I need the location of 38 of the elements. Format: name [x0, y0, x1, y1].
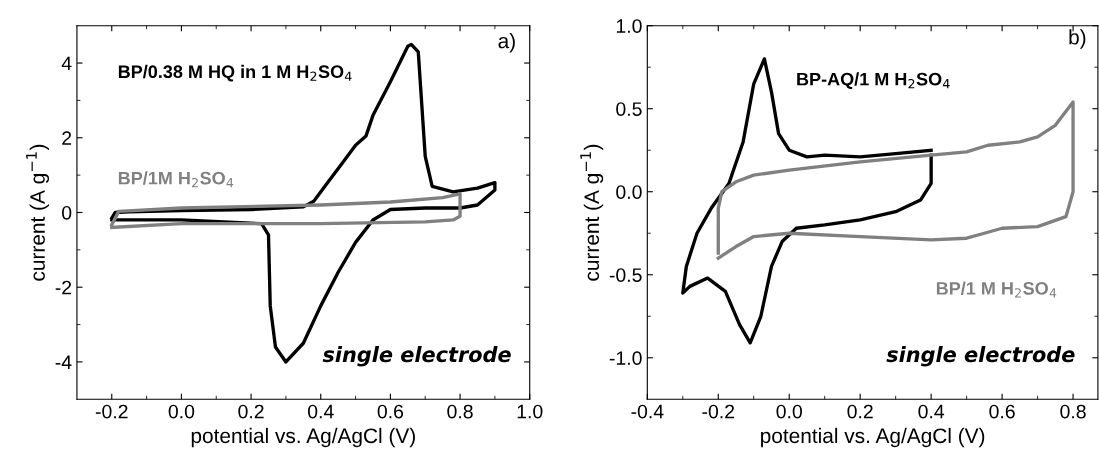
y-tick-label: -1.0: [609, 351, 642, 366]
line-series: [716, 100, 1075, 260]
x-tick-label: 0.8: [447, 404, 473, 419]
x-tick-label: -0.2: [95, 404, 128, 419]
x-axis-title: potential vs. Ag/AgCl (V): [191, 427, 415, 448]
annotation: single electrode: [886, 346, 1075, 367]
annotation: single electrode: [322, 346, 511, 367]
y-tick-label: 4: [61, 56, 72, 71]
x-tick-label: 0.2: [847, 404, 873, 419]
series-label: BP-AQ/1 M H$_{2}$SO$_{4}$: [797, 72, 950, 89]
series-label: BP/1M H$_{2}$SO$_{4}$: [118, 171, 234, 188]
x-tick-label: 0.4: [307, 404, 334, 419]
x-tick-label: -0.4: [631, 404, 664, 419]
x-tick-label: -0.2: [702, 404, 735, 419]
y-tick-label: 1.0: [616, 19, 642, 33]
x-tick-label: 0.6: [377, 404, 404, 419]
x-axis-title: potential vs. Ag/AgCl (V): [761, 427, 985, 448]
y-tick-label: -0.5: [609, 268, 642, 282]
series-label: BP/0.38 M HQ in 1 M H$_{2}$SO$_{4}$: [118, 64, 352, 82]
y-tick-label: -4: [55, 355, 72, 369]
y-axis-title: current (A g$^{−1}$): [26, 144, 50, 281]
x-tick-label: 0.6: [989, 404, 1015, 419]
y-tick-label: 0: [62, 205, 72, 220]
annotation: a): [498, 33, 515, 53]
y-tick-label: 2: [62, 131, 72, 145]
text: BP/1 M H$_{2}$SO$_{4}$: [936, 281, 1057, 298]
y-tick-label: -2: [55, 280, 72, 295]
x-tick-label: 0.8: [1060, 404, 1086, 419]
y-tick-label: 0.5: [616, 102, 642, 116]
y-axis-title: current (A g$^{−1}$): [580, 144, 604, 281]
annotation: b): [1069, 29, 1086, 49]
y-tick-label: 0.0: [616, 185, 642, 199]
x-tick-label: 0.2: [238, 404, 264, 419]
x-tick-label: 0.0: [168, 404, 195, 419]
line-series: [110, 192, 462, 230]
x-tick-label: 0.4: [918, 404, 945, 419]
x-tick-label: 1.0: [517, 404, 543, 419]
x-tick-label: 0.0: [776, 404, 802, 419]
